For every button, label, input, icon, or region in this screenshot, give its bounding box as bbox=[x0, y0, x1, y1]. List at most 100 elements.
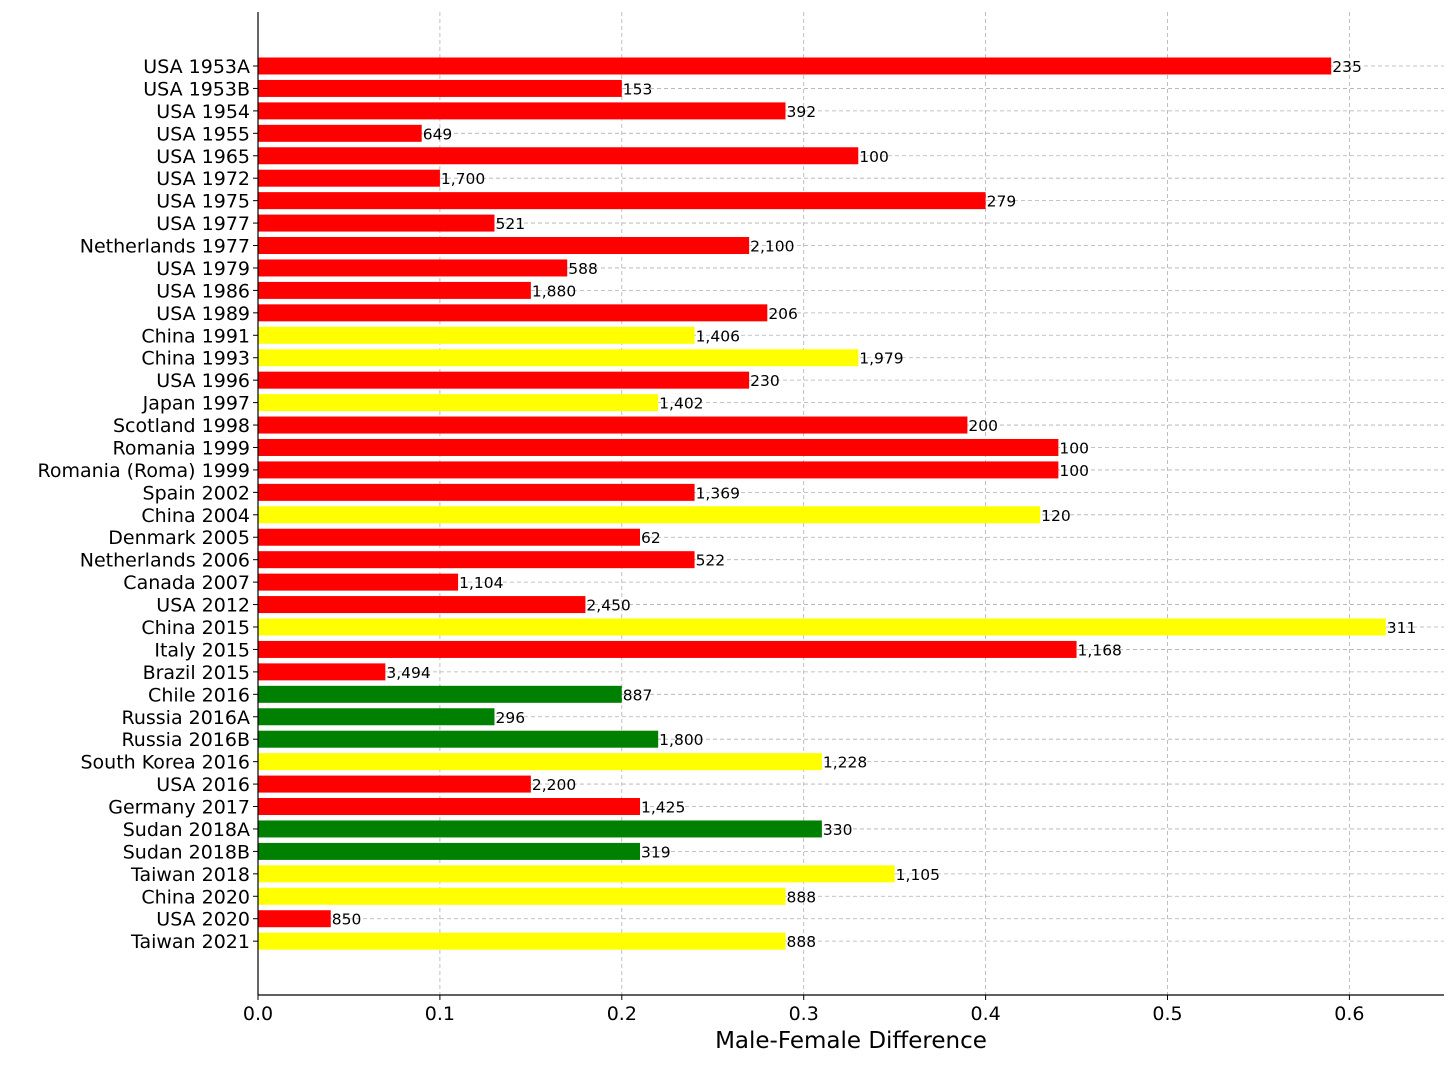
data-label: 319 bbox=[641, 843, 671, 861]
data-label: 522 bbox=[696, 552, 726, 570]
data-label: 888 bbox=[787, 933, 817, 951]
x-tick-label: 0.4 bbox=[970, 1003, 1000, 1025]
bar bbox=[258, 304, 768, 322]
y-tick-label: Russia 2016A bbox=[121, 707, 250, 729]
bar bbox=[258, 663, 386, 681]
y-tick-label: USA 1953A bbox=[143, 56, 250, 78]
data-label: 2,100 bbox=[750, 238, 794, 256]
bar bbox=[258, 551, 695, 569]
data-label: 200 bbox=[968, 417, 998, 435]
bar bbox=[258, 596, 586, 614]
x-tick-label: 0.6 bbox=[1334, 1003, 1364, 1025]
x-tick-label: 0.3 bbox=[789, 1003, 819, 1025]
y-tick-label: USA 1986 bbox=[156, 280, 250, 302]
bar bbox=[258, 528, 640, 546]
bar bbox=[258, 820, 822, 838]
bar bbox=[258, 573, 459, 591]
data-label: 120 bbox=[1041, 507, 1071, 525]
y-tick-label: Germany 2017 bbox=[108, 797, 250, 819]
data-label: 1,369 bbox=[696, 484, 740, 502]
y-tick-label: Denmark 2005 bbox=[108, 527, 250, 549]
bar bbox=[258, 281, 531, 299]
data-label: 1,880 bbox=[532, 282, 576, 300]
data-label: 1,228 bbox=[823, 754, 867, 772]
data-label: 311 bbox=[1387, 619, 1417, 637]
bar bbox=[258, 102, 786, 120]
data-label: 153 bbox=[623, 80, 653, 98]
data-label: 62 bbox=[641, 529, 661, 547]
data-label: 1,979 bbox=[859, 350, 903, 368]
x-tick-label: 0.5 bbox=[1152, 1003, 1182, 1025]
y-tick-label: USA 1979 bbox=[156, 258, 250, 280]
y-tick-label: USA 2020 bbox=[156, 909, 250, 931]
y-tick-label: Netherlands 2006 bbox=[80, 550, 250, 572]
data-label: 588 bbox=[568, 260, 598, 278]
data-label: 279 bbox=[987, 193, 1017, 211]
bar bbox=[258, 798, 640, 816]
data-label: 100 bbox=[1059, 462, 1089, 480]
y-tick-label: Sudan 2018A bbox=[123, 819, 250, 841]
x-tick-labels: 0.0 0.1 0.2 0.3 0.4 0.5 0.6 bbox=[243, 995, 1365, 1025]
y-tick-label: Italy 2015 bbox=[154, 639, 250, 661]
data-label: 887 bbox=[623, 686, 653, 704]
data-label: 1,104 bbox=[459, 574, 503, 592]
y-tick-label: USA 1953B bbox=[143, 78, 250, 100]
x-tick-label: 0.2 bbox=[607, 1003, 637, 1025]
bar bbox=[258, 237, 750, 255]
bar bbox=[258, 775, 531, 793]
data-label: 100 bbox=[1059, 439, 1089, 457]
y-tick-label: South Korea 2016 bbox=[80, 752, 250, 774]
y-tick-label: Romania 1999 bbox=[113, 437, 250, 459]
x-axis-label: Male-Female Difference bbox=[715, 1028, 987, 1054]
y-tick-label: Chile 2016 bbox=[148, 684, 250, 706]
y-tick-label: USA 1977 bbox=[156, 213, 250, 235]
bar bbox=[258, 259, 568, 277]
y-tick-label: Brazil 2015 bbox=[143, 662, 250, 684]
y-tick-label: USA 1975 bbox=[156, 191, 250, 213]
data-label: 649 bbox=[423, 125, 453, 143]
data-label: 1,105 bbox=[896, 866, 940, 884]
bar bbox=[258, 483, 695, 501]
bar bbox=[258, 169, 440, 187]
data-label: 850 bbox=[332, 911, 362, 929]
bar bbox=[258, 506, 1041, 524]
y-tick-label: Spain 2002 bbox=[143, 482, 250, 504]
data-label: 1,168 bbox=[1078, 641, 1122, 659]
bar bbox=[258, 708, 495, 726]
x-tick-label: 0.1 bbox=[425, 1003, 455, 1025]
bar bbox=[258, 887, 786, 905]
bar bbox=[258, 147, 859, 165]
bar bbox=[258, 438, 1059, 456]
y-tick-label: USA 1972 bbox=[156, 168, 250, 190]
data-label: 521 bbox=[495, 215, 525, 233]
bar bbox=[258, 416, 968, 434]
y-tick-label: China 2020 bbox=[141, 886, 250, 908]
data-label: 206 bbox=[768, 305, 798, 323]
bar bbox=[258, 753, 822, 771]
bar bbox=[258, 124, 422, 142]
data-label: 3,494 bbox=[386, 664, 430, 682]
y-tick-label: China 1991 bbox=[141, 325, 250, 347]
bar bbox=[258, 394, 659, 412]
data-label: 330 bbox=[823, 821, 853, 839]
bar bbox=[258, 618, 1386, 636]
bar bbox=[258, 349, 859, 367]
bar bbox=[258, 57, 1332, 75]
y-tick-label: Taiwan 2021 bbox=[130, 931, 250, 953]
data-label: 235 bbox=[1332, 58, 1362, 76]
y-tick-label: USA 2016 bbox=[156, 774, 250, 796]
data-label: 1,402 bbox=[659, 395, 703, 413]
y-tick-label: Russia 2016B bbox=[121, 729, 250, 751]
data-label: 1,800 bbox=[659, 731, 703, 749]
y-tick-label: Sudan 2018B bbox=[123, 841, 250, 863]
data-label: 230 bbox=[750, 372, 780, 390]
bar bbox=[258, 932, 786, 950]
data-labels: 235 153 392 649 100 1,700 279 521 2,100 588 1,880 2… bbox=[332, 58, 1417, 951]
bar bbox=[258, 371, 750, 389]
y-tick-label: USA 1996 bbox=[156, 370, 250, 392]
bar bbox=[258, 730, 659, 748]
bar bbox=[258, 685, 622, 703]
y-tick-label: Taiwan 2018 bbox=[130, 864, 250, 886]
bar bbox=[258, 326, 695, 344]
